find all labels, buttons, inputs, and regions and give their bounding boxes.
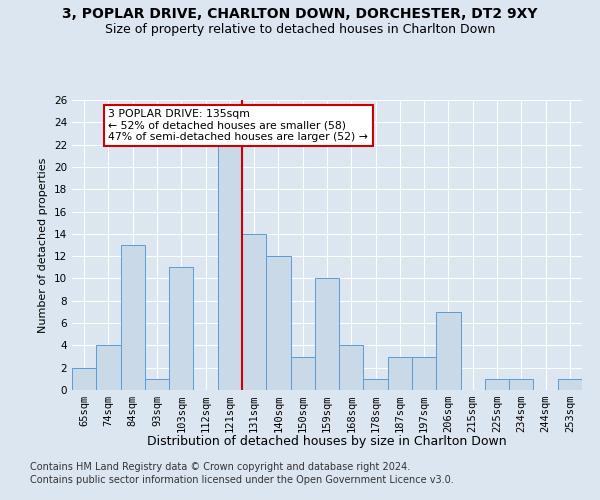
Bar xyxy=(485,379,509,390)
Text: 3 POPLAR DRIVE: 135sqm
← 52% of detached houses are smaller (58)
47% of semi-det: 3 POPLAR DRIVE: 135sqm ← 52% of detached… xyxy=(109,109,368,142)
Bar xyxy=(169,268,193,390)
Bar xyxy=(96,346,121,390)
Text: 3, POPLAR DRIVE, CHARLTON DOWN, DORCHESTER, DT2 9XY: 3, POPLAR DRIVE, CHARLTON DOWN, DORCHEST… xyxy=(62,8,538,22)
Bar xyxy=(364,379,388,390)
Bar xyxy=(412,356,436,390)
Bar xyxy=(242,234,266,390)
Bar xyxy=(290,356,315,390)
Bar xyxy=(509,379,533,390)
Text: Contains public sector information licensed under the Open Government Licence v3: Contains public sector information licen… xyxy=(30,475,454,485)
Text: Contains HM Land Registry data © Crown copyright and database right 2024.: Contains HM Land Registry data © Crown c… xyxy=(30,462,410,472)
Bar xyxy=(436,312,461,390)
Bar xyxy=(145,379,169,390)
Bar xyxy=(266,256,290,390)
Bar xyxy=(388,356,412,390)
Bar xyxy=(558,379,582,390)
Bar xyxy=(339,346,364,390)
Text: Size of property relative to detached houses in Charlton Down: Size of property relative to detached ho… xyxy=(105,22,495,36)
Bar xyxy=(218,144,242,390)
Bar xyxy=(315,278,339,390)
Text: Distribution of detached houses by size in Charlton Down: Distribution of detached houses by size … xyxy=(147,435,507,448)
Bar xyxy=(72,368,96,390)
Bar xyxy=(121,245,145,390)
Y-axis label: Number of detached properties: Number of detached properties xyxy=(38,158,49,332)
